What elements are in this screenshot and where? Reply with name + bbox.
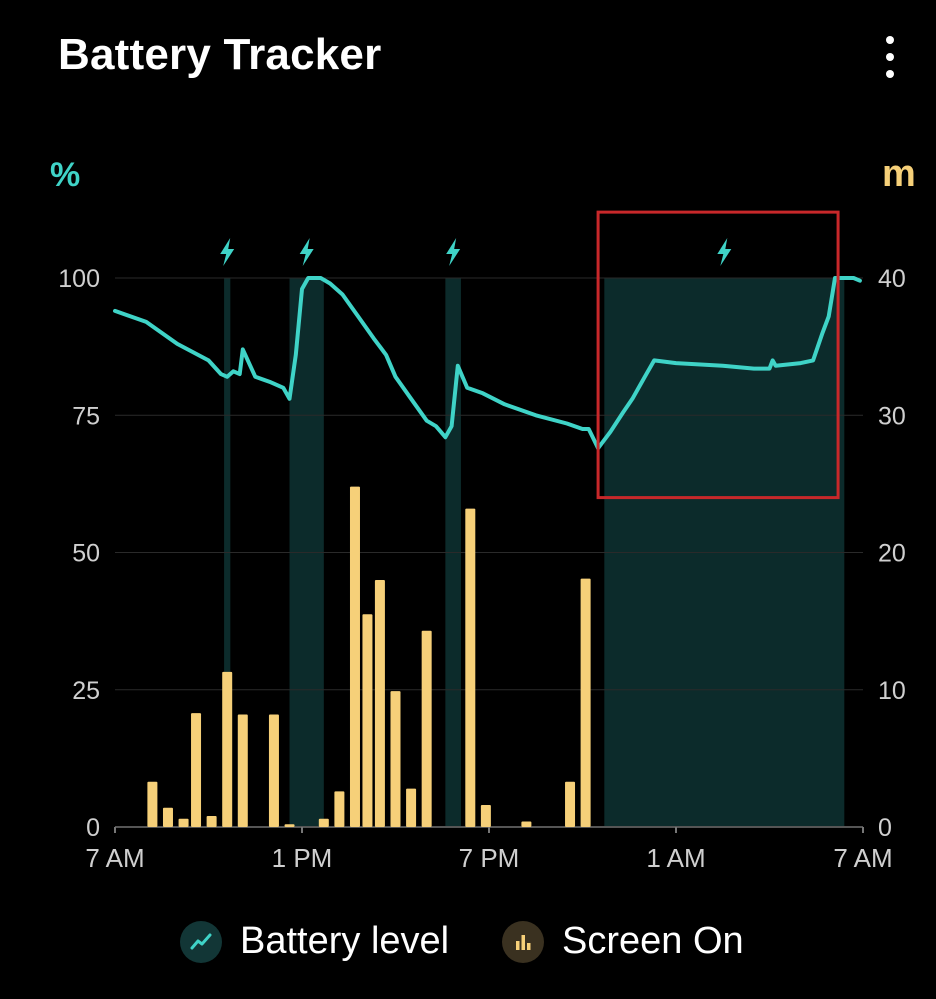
legend-screen-label: Screen On	[562, 920, 744, 962]
right-tick-label: 20	[878, 540, 906, 568]
screen-on-bar	[206, 816, 217, 827]
screen-on-bar	[268, 714, 279, 827]
screen-on-bar	[362, 614, 373, 827]
right-tick-label: 0	[878, 814, 892, 842]
screen-on-bar	[284, 824, 295, 827]
screen-on-bar	[480, 805, 491, 827]
lightning-icon	[717, 238, 732, 266]
lightning-icon	[299, 238, 314, 266]
screen-on-bar	[406, 788, 417, 827]
right-tick-label: 10	[878, 677, 906, 705]
screen-on-bar	[465, 508, 476, 827]
menu-dot	[886, 53, 894, 61]
left-tick-label: 0	[86, 814, 100, 842]
highlight-box	[596, 210, 840, 500]
screen-on-bar	[334, 791, 345, 827]
screen-on-bar	[349, 486, 360, 827]
screen-on-bar	[237, 714, 248, 827]
legend-battery-level[interactable]: Battery level	[180, 920, 449, 963]
screen-on-bar	[162, 807, 173, 827]
screen-on-bar	[178, 818, 189, 827]
x-tick-label: 1 AM	[646, 843, 705, 873]
battery-level-line	[113, 276, 862, 451]
left-tick-label: 100	[58, 265, 100, 293]
screen-on-bar	[580, 578, 591, 827]
chart-legend: Battery level Screen On	[0, 920, 936, 976]
screen-on-bar	[421, 630, 432, 827]
left-tick-label: 75	[72, 402, 100, 430]
screen-on-bar	[191, 713, 202, 827]
lightning-icon	[446, 238, 461, 266]
lightning-icon	[220, 238, 235, 266]
right-tick-label: 40	[878, 265, 906, 293]
x-tick-label: 7 PM	[459, 843, 520, 873]
right-tick-label: 30	[878, 402, 906, 430]
x-tick-label: 7 AM	[833, 843, 892, 873]
legend-battery-label: Battery level	[240, 920, 450, 962]
trending-line-icon	[180, 920, 222, 963]
screen-on-bar	[147, 781, 158, 827]
menu-dot	[886, 36, 894, 44]
left-tick-label: 25	[72, 677, 100, 705]
right-axis-unit: m	[882, 153, 916, 195]
screen-on-bar	[390, 691, 401, 827]
screen-on-bar	[222, 671, 233, 827]
bar-chart-icon	[502, 920, 544, 963]
screen-on-bar	[374, 579, 385, 827]
menu-dot	[886, 70, 894, 78]
left-axis-unit: %	[50, 156, 80, 194]
screen-on-bar	[565, 781, 576, 827]
screen-on-bar	[521, 821, 532, 827]
more-options-icon[interactable]	[874, 34, 906, 80]
left-tick-label: 50	[72, 540, 100, 568]
screen-on-bar	[318, 818, 329, 827]
page-title: Battery Tracker	[58, 30, 382, 79]
legend-screen-on[interactable]: Screen On	[502, 920, 744, 963]
x-tick-label: 1 PM	[272, 843, 333, 873]
x-tick-label: 7 AM	[85, 843, 144, 873]
battery-chart: % m 0 25 50 75 100 0 10 20 30 40 7 AM 1 PM 7 PM 1 AM 7 A…	[50, 153, 916, 873]
